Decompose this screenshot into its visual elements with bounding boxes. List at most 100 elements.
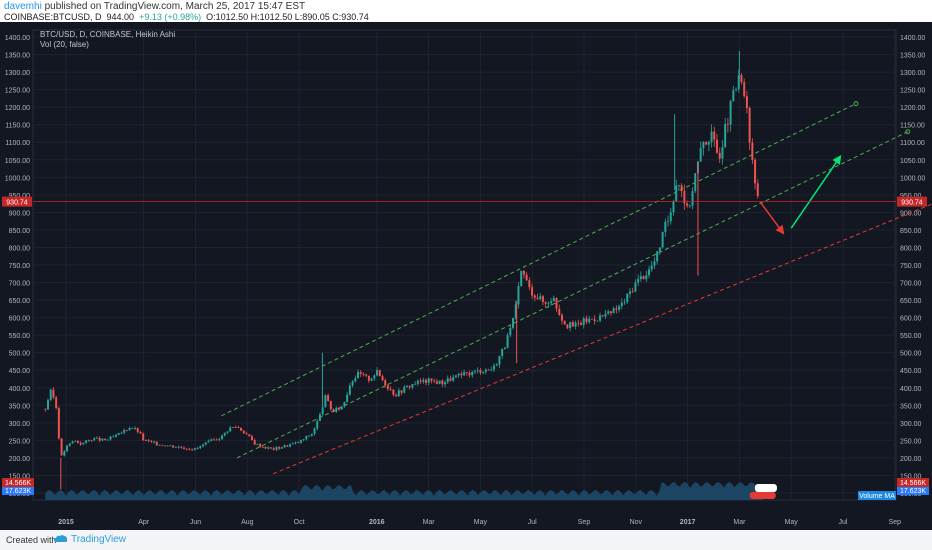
tradingview-logo-icon[interactable]	[54, 533, 68, 545]
candle-body	[528, 280, 531, 288]
candle-body	[223, 432, 226, 436]
last-price-badge-left	[2, 196, 32, 207]
price-chart[interactable]: 100.00100.00150.00150.00200.00200.00250.…	[0, 22, 932, 530]
x-tick-label: Nov	[630, 519, 643, 526]
candle-body	[525, 274, 528, 281]
candle-body	[680, 185, 683, 191]
y-tick-label-right: 800.00	[900, 245, 922, 252]
candle-body	[667, 221, 670, 223]
candles	[44, 69, 759, 457]
candle-body	[574, 322, 577, 327]
candle-body	[400, 390, 403, 393]
candle-body	[560, 314, 563, 321]
candle-body	[131, 428, 134, 429]
publish-text: published on TradingView.com, March 25, …	[44, 1, 306, 12]
candle-body	[743, 82, 746, 97]
candle-body	[607, 311, 610, 314]
candle-body	[204, 442, 207, 445]
candle-body	[473, 370, 476, 372]
candle-body	[172, 445, 175, 448]
chart-area[interactable]: 100.00100.00150.00150.00200.00200.00250.…	[0, 22, 932, 530]
candle-body	[90, 439, 93, 441]
candle-body	[199, 446, 202, 448]
candle-body	[376, 370, 379, 376]
candle-body	[242, 430, 245, 434]
volume-badge	[2, 478, 34, 487]
x-tick-label: Jun	[190, 519, 201, 526]
candle-body	[541, 296, 544, 302]
candle-body	[751, 142, 754, 160]
candle-body	[694, 173, 697, 192]
candle-body	[683, 190, 686, 204]
candle-body	[438, 380, 441, 384]
candle-body	[218, 439, 221, 440]
candle-body	[628, 291, 631, 294]
volume-ma-badge	[858, 491, 896, 500]
candle-body	[174, 447, 177, 448]
y-tick-label-left: 1100.00	[5, 140, 30, 147]
candle-body	[658, 247, 661, 252]
candle-body	[202, 444, 205, 447]
candle-body	[463, 372, 466, 376]
candle-body	[397, 390, 400, 397]
candle-body	[509, 327, 512, 336]
candle-body	[726, 123, 729, 125]
candle-body	[310, 433, 313, 436]
candle-body	[656, 251, 659, 262]
candle-body	[457, 373, 460, 376]
candle-body	[745, 96, 748, 109]
candle-body	[188, 448, 191, 450]
candle-body	[313, 428, 316, 434]
y-tick-label-right: 150.00	[900, 473, 922, 480]
candle-body	[123, 430, 126, 433]
y-tick-label-right: 550.00	[900, 333, 922, 340]
candle-body	[724, 123, 727, 148]
y-tick-label-right: 1300.00	[900, 70, 925, 77]
candle-body	[248, 434, 251, 437]
y-tick-label-left: 1300.00	[5, 70, 30, 77]
candle-body	[109, 436, 112, 440]
candle-body	[482, 371, 485, 373]
candle-body	[147, 440, 150, 442]
y-tick-label-right: 900.00	[900, 210, 922, 217]
candle-body	[155, 441, 158, 446]
candle-body	[416, 380, 419, 384]
candle-body	[599, 315, 602, 321]
candle-body	[120, 432, 123, 434]
candle-body	[512, 318, 515, 328]
candle-body	[261, 446, 264, 448]
candle-body	[52, 389, 55, 398]
candle-body	[316, 421, 319, 429]
candle-body	[234, 427, 237, 428]
candle-body	[196, 447, 199, 449]
candle-body	[558, 308, 561, 315]
candle-body	[226, 431, 229, 433]
y-tick-label-left: 950.00	[9, 193, 31, 200]
candle-body	[492, 365, 495, 370]
candle-body	[490, 369, 493, 371]
candle-body	[707, 142, 710, 145]
publish-info: davemhi published on TradingView.com, Ma…	[4, 1, 305, 12]
candle-body	[269, 447, 272, 449]
candle-body	[365, 374, 368, 376]
tradingview-brand[interactable]: TradingView	[71, 534, 127, 545]
candle-body	[471, 371, 474, 376]
candle-body	[302, 439, 305, 441]
candle-body	[702, 141, 705, 149]
y-tick-label-left: 600.00	[9, 316, 31, 323]
candle-body	[191, 449, 194, 451]
candle-body	[661, 231, 664, 248]
candle-body	[531, 287, 534, 296]
candle-body	[93, 438, 96, 441]
y-tick-label-left: 1150.00	[5, 123, 30, 130]
channel-upper-line	[221, 103, 857, 417]
candle-body	[299, 440, 302, 443]
candle-body	[403, 387, 406, 393]
volume-value-2: 17.623K	[900, 488, 926, 495]
candle-body	[112, 436, 115, 438]
candle-body	[136, 428, 139, 432]
x-tick-label: Sep	[578, 519, 591, 526]
author-link[interactable]: davemhi	[4, 1, 42, 12]
candle-body	[686, 203, 689, 206]
candle-body	[44, 408, 47, 410]
